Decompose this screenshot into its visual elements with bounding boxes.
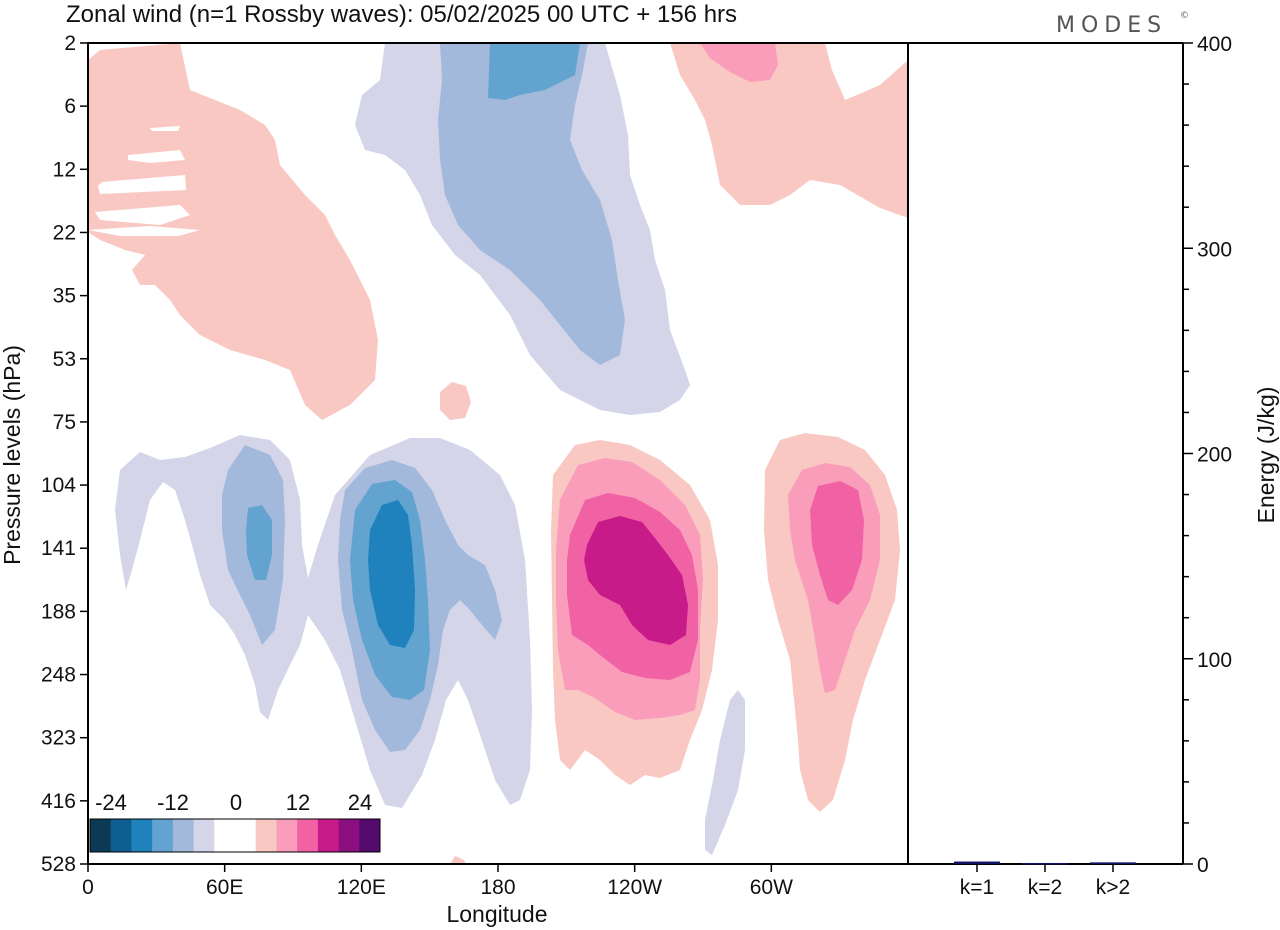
- y-tick-label: 12: [53, 158, 76, 181]
- colorbar-tick-label: 0: [230, 790, 242, 815]
- energy-bars: k=1 k=2 k>2: [954, 861, 1136, 899]
- energy-tick-label: 300: [1197, 238, 1232, 261]
- contour-pos-upper-right-outer: [670, 43, 908, 218]
- contour-white-band-3: [98, 175, 186, 194]
- colorbar-swatch: [214, 819, 236, 852]
- colorbar-swatch: [193, 819, 215, 852]
- energy-axis: 0 100 200 300 400: [1183, 33, 1232, 877]
- contour-white-band-5: [88, 226, 200, 236]
- energy-tick-label: 100: [1197, 649, 1232, 672]
- x-tick-label: 0: [82, 876, 94, 899]
- energy-bar: [1090, 862, 1136, 864]
- energy-tick-label: 0: [1197, 854, 1209, 877]
- y-tick-label: 35: [53, 285, 76, 308]
- y-tick-label: 104: [41, 474, 76, 497]
- modes-logo: MODES: [1056, 13, 1167, 38]
- energy-tick-label: 400: [1197, 33, 1232, 56]
- contour-white-band-2: [150, 126, 180, 131]
- contour-neg-lower-left-core: [368, 500, 415, 648]
- colorbar-tick-label: -12: [157, 790, 189, 815]
- x-tick-label: 120E: [337, 876, 386, 899]
- colorbar-tick-label: 24: [348, 790, 372, 815]
- contour-pos-lower-right-core: [810, 481, 864, 605]
- colorbar-swatch: [152, 819, 174, 852]
- y-tick-label: 6: [64, 95, 76, 118]
- x-axis-label: Longitude: [446, 901, 547, 927]
- colorbar-swatch: [110, 819, 132, 852]
- contour-neg-bottom-sliver: [705, 690, 745, 855]
- energy-category-label: k=1: [960, 876, 994, 899]
- contour-pos-upper-left: [88, 43, 378, 420]
- energy-category-label: k>2: [1096, 876, 1130, 899]
- energy-axis-label: Energy (J/kg): [1253, 387, 1279, 524]
- y-tick-label: 22: [53, 221, 76, 244]
- y-tick-label: 53: [53, 348, 76, 371]
- contour-pos-small-blob: [440, 382, 471, 420]
- colorbar-swatch: [297, 819, 319, 852]
- chart-title: Zonal wind (n=1 Rossby waves): 05/02/202…: [66, 1, 737, 28]
- logo-mark: ©: [1180, 11, 1189, 21]
- colorbar-frame: [89, 818, 381, 853]
- x-tick-label: 60E: [206, 876, 243, 899]
- x-tick-label: 120W: [607, 876, 662, 899]
- energy-bar: [954, 861, 1000, 864]
- y-tick-label: 2: [64, 32, 76, 55]
- contour-plot: -24 -12 0 12 24 2 6 12 22 35 53 75 104 141 188 248…: [41, 32, 909, 899]
- colorbar: [89, 818, 381, 853]
- x-tick-label: 60W: [750, 876, 793, 899]
- y-tick-label: 141: [41, 537, 76, 560]
- colorbar-swatch: [359, 819, 381, 852]
- energy-tick-label: 200: [1197, 444, 1232, 467]
- energy-category-label: k=2: [1028, 876, 1062, 899]
- y-tick-label: 188: [41, 600, 76, 623]
- energy-panel: 0 100 200 300 400 k=1 k=2 k>2: [908, 33, 1232, 899]
- colorbar-swatch: [172, 819, 195, 852]
- y-tick-label: 75: [53, 411, 76, 434]
- x-tick-label: 180: [480, 876, 515, 899]
- colorbar-swatch: [131, 819, 153, 852]
- y-tick-label: 323: [41, 727, 76, 750]
- contour-pos-upper-right-core: [700, 43, 778, 82]
- y-axis-label: Pressure levels (hPa): [0, 345, 25, 565]
- colorbar-swatch: [235, 819, 257, 852]
- pressure-axis: 2 6 12 22 35 53 75 104 141 188 248 323 416 528: [41, 32, 88, 876]
- contour-neg-upper-center-core: [488, 43, 580, 100]
- contour-neg-lower-left-mid3: [246, 505, 272, 580]
- colorbar-swatch: [255, 819, 277, 852]
- colorbar-swatch: [317, 819, 340, 852]
- contour-white-band-4: [95, 205, 190, 225]
- colorbar-tick-label: -24: [95, 790, 127, 815]
- contour-pos-bottom-speck: [450, 856, 466, 864]
- contour-neg-upper-center-mid: [438, 43, 625, 365]
- y-tick-label: 528: [41, 853, 76, 876]
- y-tick-label: 416: [41, 790, 76, 813]
- longitude-axis: 0 60E 120E 180 120W 60W: [82, 864, 793, 899]
- contour-white-band-1: [128, 150, 185, 163]
- contour-pos-lower-mid-core: [584, 516, 688, 645]
- colorbar-swatch: [276, 819, 298, 852]
- energy-bar: [1022, 862, 1068, 865]
- contour-fills: [88, 43, 908, 864]
- colorbar-swatch: [338, 819, 360, 852]
- colorbar-swatch: [90, 819, 112, 852]
- y-tick-label: 248: [41, 664, 76, 687]
- colorbar-tick-label: 12: [286, 790, 310, 815]
